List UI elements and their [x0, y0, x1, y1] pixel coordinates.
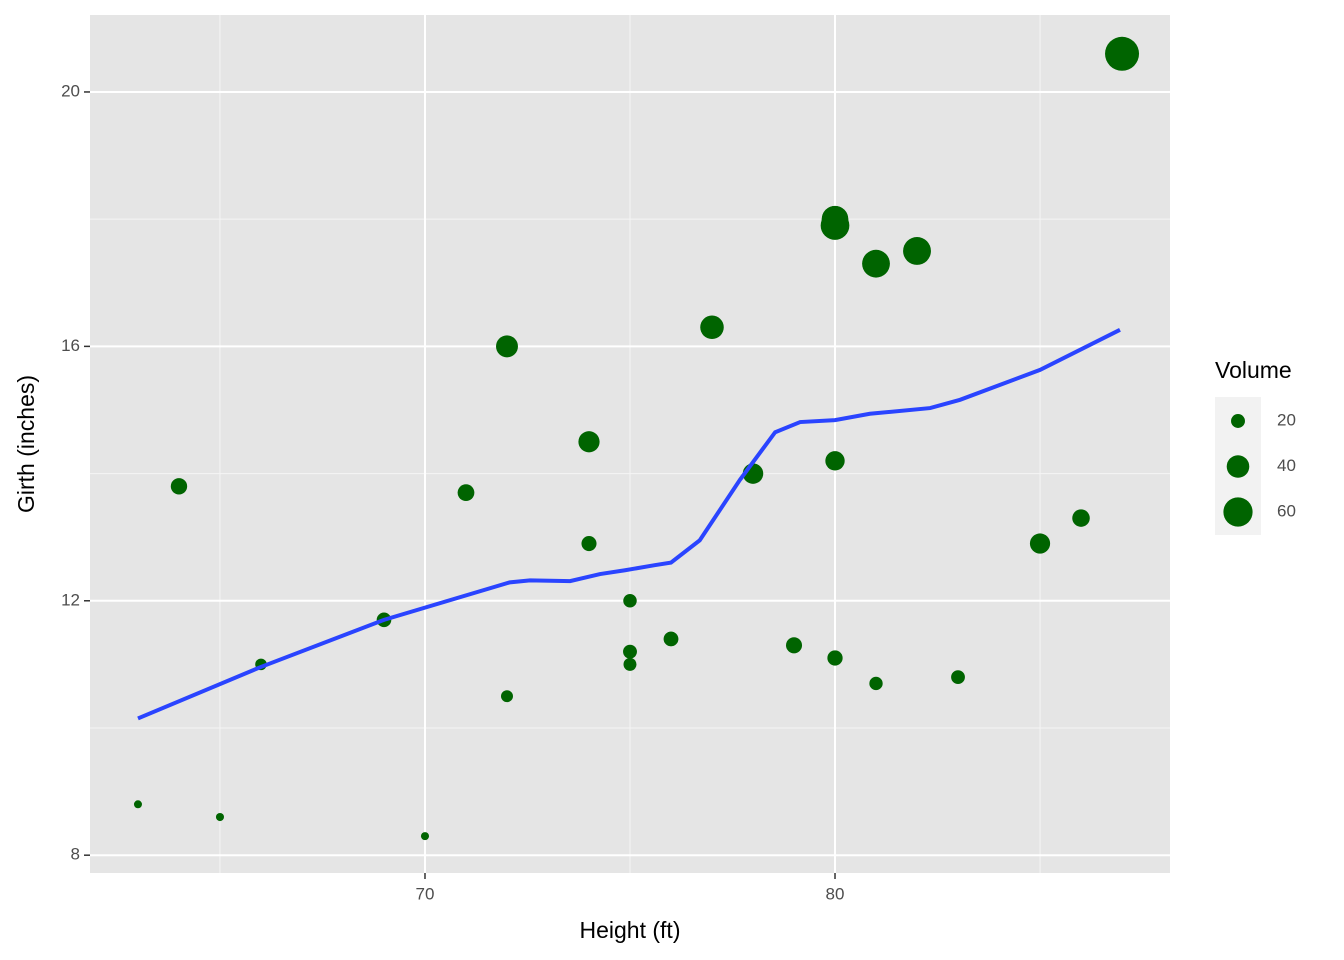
point	[663, 631, 679, 647]
smooth-line	[137, 328, 1121, 721]
point	[457, 484, 475, 502]
point	[862, 249, 890, 278]
point	[827, 650, 843, 666]
x-tick-label: 80	[826, 884, 845, 903]
point	[420, 832, 430, 841]
legend-label: 20	[1277, 410, 1296, 429]
point	[623, 594, 637, 608]
point	[785, 637, 803, 654]
legend-key	[1223, 497, 1253, 527]
point	[1072, 509, 1090, 527]
point	[623, 644, 637, 659]
point	[869, 676, 883, 691]
point	[700, 315, 724, 340]
y-axis-label: Girth (inches)	[13, 375, 39, 513]
point	[500, 690, 513, 703]
point	[1105, 36, 1140, 71]
legend-key	[1231, 414, 1245, 428]
y-tick-label: 8	[71, 845, 80, 864]
y-tick-label: 12	[61, 590, 80, 609]
point	[903, 237, 931, 265]
y-tick-label: 16	[61, 336, 80, 355]
point	[825, 451, 845, 471]
point	[578, 431, 600, 453]
x-tick-label: 70	[416, 884, 435, 903]
point	[170, 478, 188, 495]
point	[821, 205, 849, 233]
point	[215, 812, 225, 822]
legend-label: 60	[1277, 501, 1296, 520]
point	[133, 800, 142, 809]
point	[581, 536, 597, 552]
point	[1029, 533, 1051, 554]
x-axis-label: Height (ft)	[580, 917, 681, 943]
y-tick-label: 20	[61, 81, 80, 100]
legend-key	[1226, 455, 1250, 478]
legend-title: Volume	[1215, 357, 1292, 383]
point	[496, 335, 518, 358]
point	[951, 670, 965, 685]
point	[623, 657, 637, 671]
legend-label: 40	[1277, 456, 1296, 475]
